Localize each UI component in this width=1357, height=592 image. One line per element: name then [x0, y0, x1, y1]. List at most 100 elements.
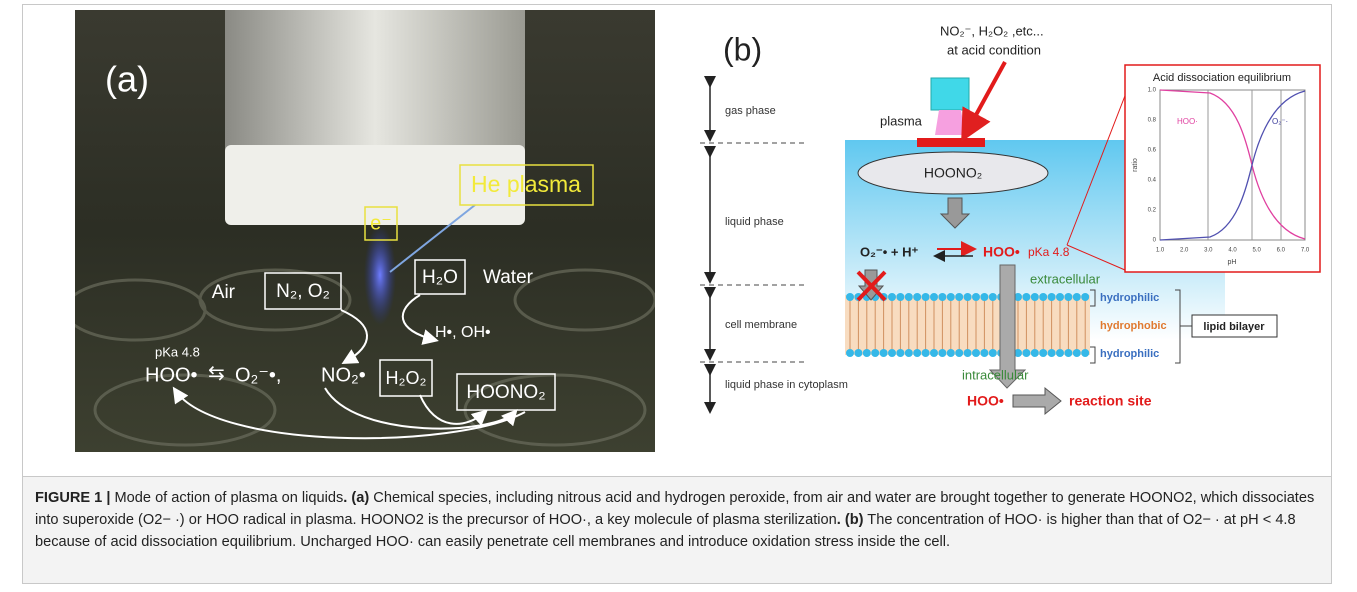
water-label: Water	[483, 267, 534, 288]
panel-label: (a)	[105, 59, 149, 100]
hydrophilic-label: hydrophilic	[1100, 348, 1159, 360]
lipid-head	[1048, 349, 1056, 357]
lipid-head	[1056, 293, 1064, 301]
air-species: N₂, O₂	[276, 281, 330, 302]
hydrophobic-label: hydrophobic	[1100, 320, 1167, 332]
lipid-head	[1081, 293, 1089, 301]
lipid-head	[955, 349, 963, 357]
pka-label: pKa 4.8	[1028, 245, 1070, 259]
extracellular-label: extracellular	[1030, 271, 1101, 286]
inset-y-tick: 0.8	[1148, 118, 1157, 124]
lipid-head	[1056, 349, 1064, 357]
lipid-head	[913, 349, 921, 357]
lipid-head	[1073, 349, 1081, 357]
reaction-layer	[917, 138, 985, 147]
lipid-head	[846, 349, 854, 357]
pka-label: pKa 4.8	[155, 344, 200, 359]
caption-bold: . (a)	[343, 490, 369, 506]
lipid-head	[896, 293, 904, 301]
superoxide-label: O₂⁻•,	[235, 364, 281, 386]
lipid-head	[1022, 293, 1030, 301]
panel-label: (b)	[723, 31, 762, 67]
lipid-head	[1064, 293, 1072, 301]
lipid-head	[989, 293, 997, 301]
lipid-head	[1073, 293, 1081, 301]
product-label: HOO•	[967, 393, 1004, 409]
lipid-head	[1031, 293, 1039, 301]
hoo-label: HOO•	[983, 244, 1020, 260]
lipid-head	[913, 293, 921, 301]
lipid-head	[846, 293, 854, 301]
lipid-head	[938, 293, 946, 301]
lipid-head	[980, 349, 988, 357]
lipid-head	[964, 293, 972, 301]
inset-y-tick: 0.4	[1148, 178, 1157, 184]
inset-y-tick: 0.2	[1148, 208, 1157, 214]
inset-x-tick: 1.0	[1156, 248, 1165, 254]
lipid-head	[1081, 349, 1089, 357]
intracellular-label: intracellular	[962, 367, 1029, 382]
lipid-head	[922, 349, 930, 357]
nozzle-body	[225, 10, 525, 150]
plasma-label: plasma	[880, 113, 923, 128]
reaction-site-label: reaction site	[1069, 393, 1152, 409]
lipid-head	[930, 349, 938, 357]
phase-label: gas phase	[725, 105, 776, 117]
figure-caption: FIGURE 1 | Mode of action of plasma on l…	[22, 476, 1332, 584]
inset-title: Acid dissociation equilibrium	[1153, 72, 1291, 84]
lipid-head	[947, 349, 955, 357]
lipid-head	[1064, 349, 1072, 357]
lipid-head	[955, 293, 963, 301]
lipid-head	[863, 349, 871, 357]
page: Figure 1 {"panel_a": {"label": "(a)", "h…	[0, 0, 1357, 592]
lipid-head	[980, 293, 988, 301]
site-arrow	[1013, 388, 1061, 414]
lipid-head	[1031, 349, 1039, 357]
phase-label: liquid phase in cytoplasm	[725, 379, 848, 391]
panel-b-diagram: gas phase liquid phase cell membrane liq…	[695, 10, 1325, 455]
lipid-head	[896, 349, 904, 357]
pointer-arrow	[965, 62, 1005, 135]
inset-y-label: ratio	[1132, 158, 1139, 172]
lipid-head	[972, 349, 980, 357]
no2-label: NO₂•	[321, 364, 366, 386]
caption-bold: . (b)	[837, 512, 864, 528]
water-species: H₂O	[422, 267, 458, 288]
hoono2-label: HOONO₂	[924, 165, 982, 181]
lipid-head	[938, 349, 946, 357]
inset-y-tick: 1.0	[1148, 88, 1157, 94]
lipid-head	[1048, 293, 1056, 301]
inset-y-tick: 0.6	[1148, 148, 1157, 154]
curve-label: HOO·	[1177, 117, 1198, 126]
body: (a) He plasma e⁻ Air N₂, O₂ H₂O Water H•…	[0, 0, 1357, 592]
caption-text: Mode of action of plasma on liquids	[110, 490, 343, 506]
lipid-head	[871, 349, 879, 357]
lipid-head	[888, 349, 896, 357]
radicals-label: H•, OH•	[435, 324, 491, 341]
plasma-source	[931, 78, 969, 110]
equilibrium-arrows: ⇆	[208, 362, 225, 384]
condition-label: at acid condition	[947, 42, 1041, 57]
curve-label: O₂⁻·	[1272, 117, 1288, 126]
hoo-label: HOO•	[145, 364, 198, 386]
lipid-head	[989, 349, 997, 357]
inset-x-tick: 7.0	[1301, 248, 1310, 254]
plasma-jet	[935, 110, 965, 135]
reactant-label: O₂⁻• + H⁺	[860, 244, 919, 259]
lipid-head	[972, 293, 980, 301]
h2o2-label: H₂O₂	[386, 368, 427, 388]
panel-a-photo: (a) He plasma e⁻ Air N₂, O₂ H₂O Water H•…	[75, 10, 655, 452]
lipid-head	[905, 293, 913, 301]
inset-x-tick: 2.0	[1180, 248, 1189, 254]
caption-bold: FIGURE 1 |	[35, 490, 110, 506]
lipid-head	[905, 349, 913, 357]
hydrophilic-label: hydrophilic	[1100, 292, 1159, 304]
phase-label: liquid phase	[725, 216, 784, 228]
lipid-head	[922, 293, 930, 301]
lipid-head	[888, 293, 896, 301]
inset-x-tick: 5.0	[1252, 248, 1261, 254]
lipid-head	[880, 349, 888, 357]
he-plasma-label: He plasma	[471, 171, 581, 197]
hoono2-label: HOONO₂	[466, 382, 545, 403]
lipid-head	[1039, 349, 1047, 357]
